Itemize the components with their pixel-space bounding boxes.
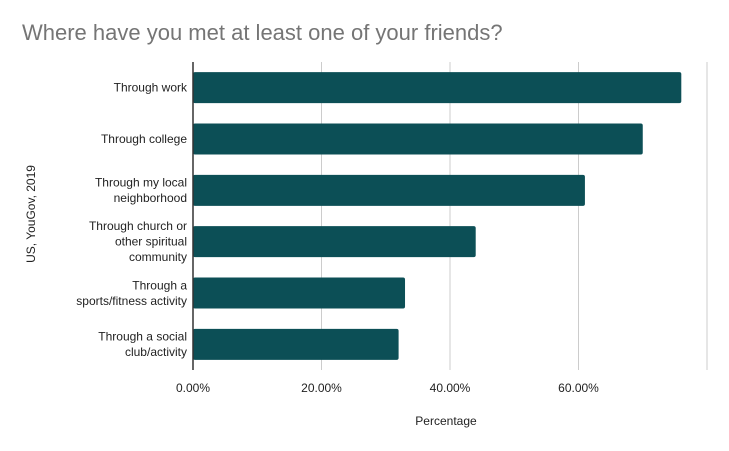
y-category-label: Through my local neighborhood — [95, 176, 187, 206]
chart-title: Where have you met at least one of your … — [22, 20, 503, 45]
y-category-label: Through college — [101, 132, 187, 146]
bar — [193, 277, 406, 309]
bar — [193, 72, 682, 104]
y-category-label: Through work — [114, 81, 188, 95]
x-tick-label: 20.00% — [301, 381, 342, 395]
x-tick-label: 0.00% — [176, 381, 210, 395]
y-category-label: Through a sports/fitness activity — [76, 278, 187, 308]
y-category-label: Through church or other spiritual communit… — [89, 219, 187, 264]
bar — [193, 174, 585, 206]
x-axis-title: Percentage — [415, 414, 477, 428]
bar — [193, 123, 643, 155]
x-tick-label: 60.00% — [558, 381, 599, 395]
bar — [193, 226, 476, 258]
y-category-label: Through a social club/activity — [98, 330, 187, 360]
x-tick-label: 40.00% — [430, 381, 471, 395]
y-axis-title: US, YouGov, 2019 — [24, 165, 38, 263]
bar — [193, 328, 399, 360]
